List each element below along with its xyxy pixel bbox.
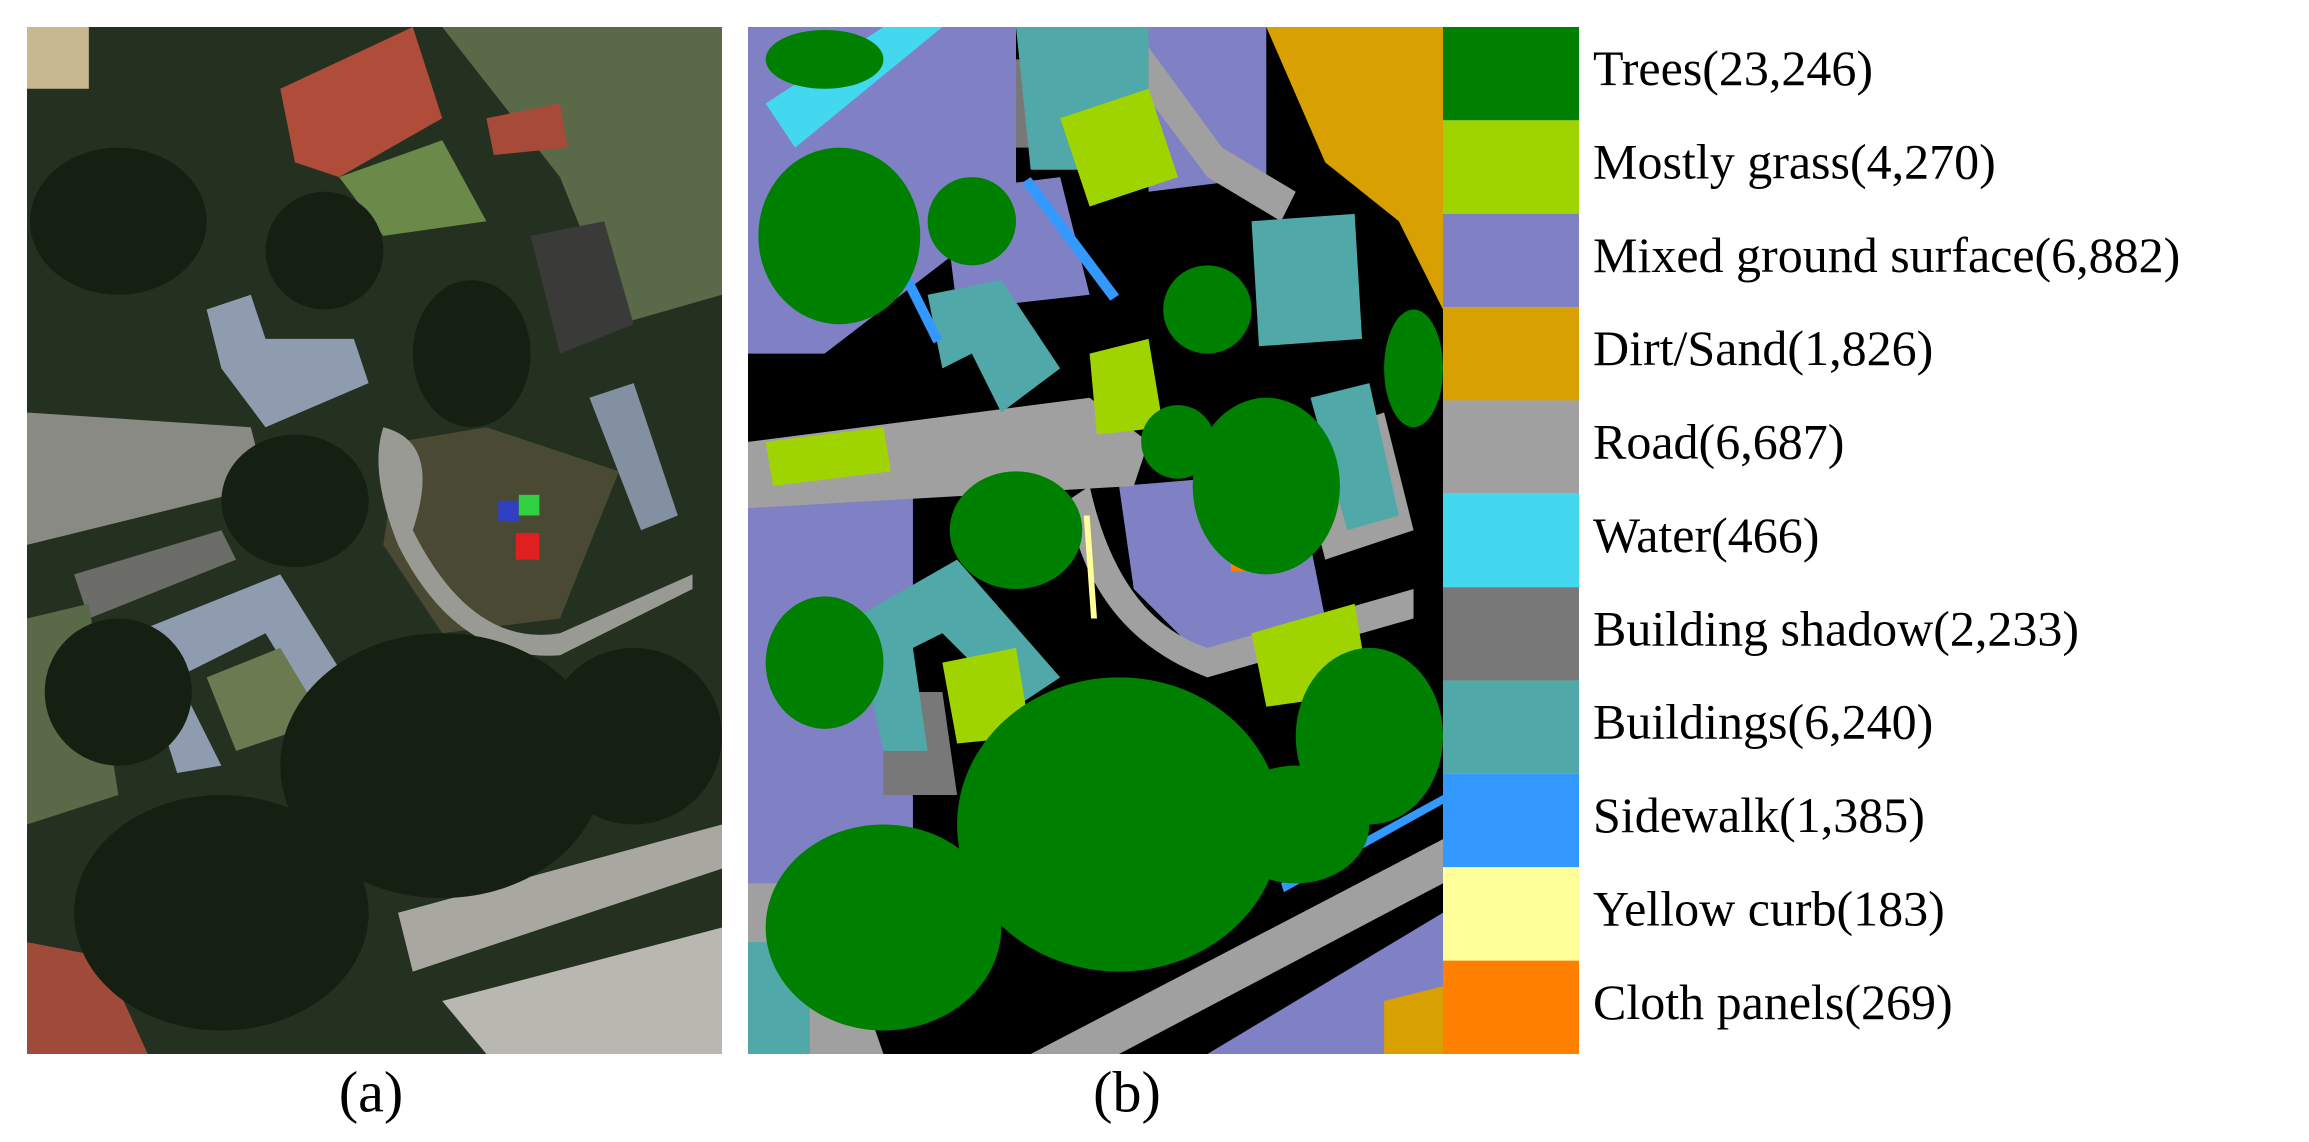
image-region (498, 500, 519, 522)
image-region (339, 140, 487, 236)
legend-swatch (1443, 493, 1579, 588)
legend-label: Dirt/Sand(1,826) (1593, 320, 1933, 376)
image-region (589, 383, 678, 531)
legend-swatch (1443, 587, 1579, 681)
map-region (1030, 839, 1443, 1054)
image-region (398, 824, 722, 972)
map-region (1251, 213, 1363, 347)
image-region (486, 103, 568, 156)
map-region (1266, 27, 1443, 310)
ground-truth-map (748, 27, 1443, 1054)
legend-swatch (1443, 400, 1579, 494)
legend-swatch (1443, 120, 1579, 214)
legend-label: Cloth panels(269) (1593, 974, 1953, 1030)
legend-label: Mostly grass(4,270) (1593, 134, 1996, 190)
image-region (29, 147, 722, 1031)
legend-swatch (1443, 960, 1579, 1054)
map-region (758, 29, 1443, 1031)
legend-label: Road(6,687) (1593, 414, 1844, 470)
map-region (1021, 177, 1120, 301)
map-region (1119, 27, 1296, 222)
image-region (442, 927, 722, 1054)
map-region (1148, 27, 1267, 192)
legend-swatch (1443, 213, 1579, 308)
legend-swatch (1443, 867, 1579, 961)
map-region (1083, 515, 1097, 619)
legend-label: Buildings(6,240) (1593, 694, 1933, 750)
image-region (74, 530, 237, 619)
legend-label: Sidewalk(1,385) (1593, 787, 1925, 843)
map-region (927, 280, 1061, 413)
map-region (1060, 88, 1178, 207)
image-region (442, 27, 722, 325)
panel-caption: (b) (1093, 1059, 1161, 1124)
image-region (27, 942, 148, 1054)
legend-label: Yellow curb(183) (1593, 880, 1945, 936)
map-region (854, 559, 1061, 751)
image-region (206, 294, 369, 428)
map-region (1089, 338, 1164, 435)
image-region (530, 221, 634, 354)
legend-label: Water(466) (1593, 507, 1819, 563)
legend-swatch (1443, 27, 1579, 121)
legend-label: Building shadow(2,233) (1593, 600, 2079, 656)
legend-swatch (1443, 307, 1579, 401)
image-region (27, 412, 266, 545)
image-region (133, 574, 354, 773)
map-region (765, 427, 891, 487)
legend-swatch (1443, 773, 1579, 868)
legend: Trees(23,246) Mostly grass(4,270) Mixed gr… (1443, 27, 2180, 1054)
map-region (1310, 383, 1399, 531)
legend-label: Mixed ground surface(6,882) (1593, 227, 2180, 283)
image-region (518, 494, 540, 516)
image-region (27, 27, 89, 89)
legend-label: Trees(23,246) (1593, 40, 1873, 96)
panel-caption: (a) (339, 1059, 403, 1124)
map-region (1384, 986, 1443, 1054)
image-region (515, 533, 540, 560)
legend-swatch (1443, 680, 1579, 774)
map-region (765, 27, 943, 148)
image-region (378, 427, 693, 656)
aerial-image (27, 27, 722, 1054)
image-region (280, 27, 443, 178)
